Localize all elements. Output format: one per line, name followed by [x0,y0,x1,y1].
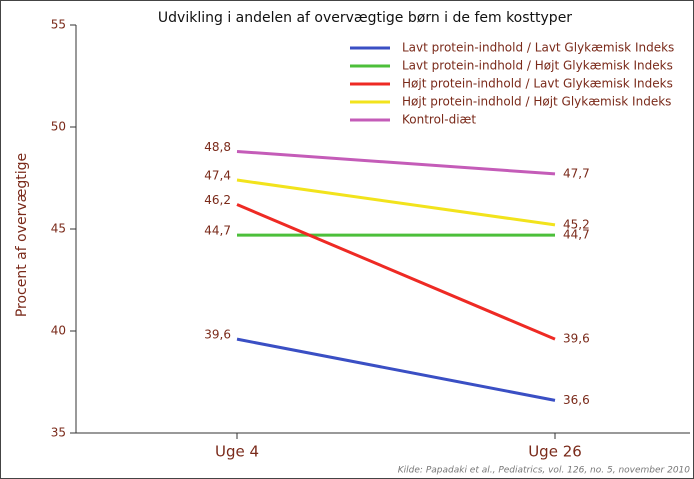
legend-label: Højt protein-indhold / Højt Glykæmisk In… [402,95,671,109]
data-label: 39,6 [204,328,231,342]
x-tick-label: Uge 4 [215,443,259,461]
data-label: 36,6 [563,393,590,407]
data-label: 48,8 [204,140,231,154]
series-line [236,203,556,341]
legend-label: Lavt protein-indhold / Lavt Glykæmisk In… [402,41,674,55]
y-tick-label: 40 [51,324,66,338]
source: Kilde: Papadaki et al., Pediatrics, vol.… [398,466,690,476]
series-line [236,178,556,227]
legend-label: Lavt protein-indhold / Højt Glykæmisk In… [402,59,673,73]
y-tick-label: 50 [51,120,66,134]
y-axis-label: Procent af overvægtige [14,153,30,317]
data-label: 47,7 [563,166,590,180]
data-label: 45,2 [563,217,590,231]
y-tick-label: 55 [51,18,66,32]
legend-label: Kontrol-diæt [402,113,476,127]
data-label: 46,2 [204,193,231,207]
data-label: 47,4 [204,169,231,183]
series-line [236,149,556,176]
x-tick-label: Uge 26 [528,443,582,461]
y-tick-label: 45 [51,222,66,236]
chart-title: Udvikling i andelen af overvægtige børn … [158,10,572,26]
data-label: 44,7 [204,224,231,238]
y-tick-label: 35 [51,426,66,440]
legend-label: Højt protein-indhold / Lavt Glykæmisk In… [402,77,673,91]
data-label: 44,7 [563,228,590,242]
series-line [236,337,556,402]
data-label: 39,6 [563,332,590,346]
